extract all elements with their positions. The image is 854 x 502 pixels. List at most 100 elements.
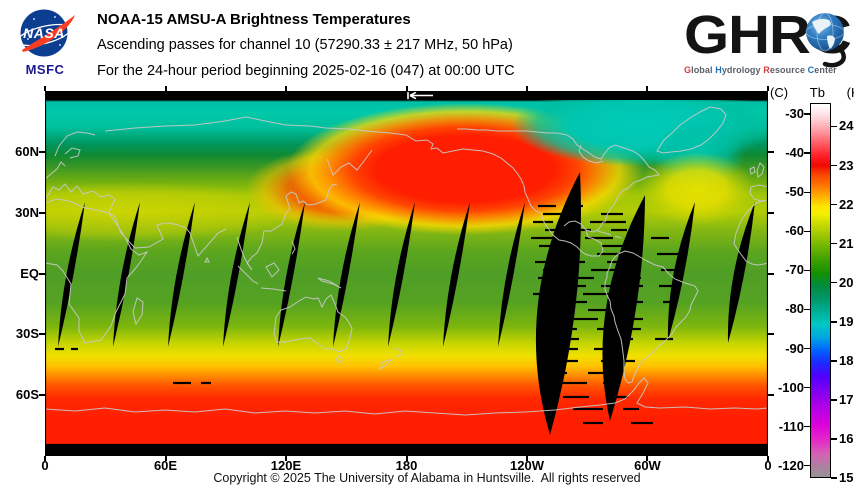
swath-gap bbox=[223, 202, 250, 347]
lon-tick-top bbox=[767, 86, 769, 91]
lat-tick-right bbox=[768, 211, 774, 214]
lon-tick-top bbox=[646, 86, 649, 91]
missing-scanline-dash bbox=[659, 284, 679, 288]
missing-scanline-dash bbox=[543, 300, 587, 304]
colorbar-label-kelvin: 190 bbox=[839, 313, 854, 329]
missing-scanline-dash bbox=[615, 276, 641, 280]
missing-scanline-dash bbox=[583, 292, 633, 296]
ghrc-letter-r: R bbox=[769, 5, 811, 66]
swath-gap-layer bbox=[58, 172, 755, 435]
missing-scanline-dash bbox=[631, 421, 653, 425]
lon-tick-top bbox=[526, 86, 529, 91]
colorbar-tick-kelvin bbox=[831, 321, 837, 323]
colorbar-label-celsius: -110 bbox=[778, 418, 804, 434]
lat-tick-right bbox=[768, 272, 774, 275]
missing-scanline-dash bbox=[601, 284, 643, 288]
colorbar-tick-kelvin bbox=[831, 399, 837, 401]
swath-gap bbox=[168, 202, 195, 347]
missing-scanline-dash bbox=[661, 268, 677, 272]
westward-direction-arrow bbox=[407, 91, 433, 100]
colorbar-tick-kelvin bbox=[831, 438, 837, 440]
lat-tick-left bbox=[39, 272, 45, 275]
swath-gap bbox=[535, 172, 582, 435]
missing-scanline-dash bbox=[549, 252, 577, 256]
missing-scanline-dash bbox=[601, 244, 641, 248]
lon-tick-label: 60W bbox=[634, 458, 661, 473]
swath-gap bbox=[602, 195, 645, 421]
missing-scanline-dash bbox=[655, 337, 673, 341]
ghrc-globe-north-america bbox=[812, 18, 831, 34]
missing-scanline-dash bbox=[603, 337, 633, 341]
lon-tick-top bbox=[44, 86, 46, 91]
missing-scanline-dash bbox=[588, 308, 620, 312]
colorbar-label-celsius: -30 bbox=[785, 106, 804, 122]
swath-gap bbox=[727, 202, 755, 343]
lat-tick-right bbox=[768, 150, 774, 153]
lon-tick-top bbox=[405, 86, 408, 91]
msfc-label: MSFC bbox=[25, 62, 65, 77]
ghrc-tagline-part: ydrology bbox=[721, 65, 764, 75]
colorbar-header: (C) Tb (K) bbox=[770, 85, 854, 100]
ghrc-tagline-part: R bbox=[763, 65, 770, 75]
missing-scanline-dash bbox=[548, 317, 598, 321]
missing-scanline-dash bbox=[617, 317, 643, 321]
lon-tick-bottom bbox=[164, 456, 167, 461]
colorbar-label-celsius: -40 bbox=[785, 145, 804, 161]
ghrc-tagline-part: enter bbox=[814, 65, 837, 75]
brightness-temperature-map bbox=[45, 91, 768, 456]
colorbar-tick-celsius bbox=[804, 464, 810, 467]
missing-scanline-dash bbox=[548, 359, 578, 363]
colorbar-label-celsius: -90 bbox=[785, 340, 804, 356]
missing-scanline-dash bbox=[611, 228, 627, 232]
missing-scanline-dash bbox=[597, 252, 623, 256]
colorbar-label-celsius: -70 bbox=[785, 262, 804, 278]
swath-gap bbox=[278, 202, 305, 347]
missing-scanline-dash bbox=[538, 347, 578, 351]
missing-scanline-dash bbox=[538, 276, 594, 280]
missing-scanline-dash bbox=[563, 395, 589, 399]
colorbar-tick-celsius bbox=[804, 269, 810, 272]
missing-scanline-layer bbox=[55, 204, 679, 425]
colorbar-tick-kelvin bbox=[831, 360, 837, 362]
missing-scanline-dash bbox=[607, 300, 643, 304]
missing-scanline-dash bbox=[591, 268, 637, 272]
ghrc-globe-icon bbox=[805, 12, 846, 68]
missing-scanline-dash bbox=[651, 236, 669, 240]
colorbar-label-kelvin: 180 bbox=[839, 352, 854, 368]
missing-scanline-dash bbox=[201, 381, 211, 385]
nasa-orbit-ellipse bbox=[17, 23, 71, 47]
missing-scanline-dash bbox=[603, 381, 619, 385]
missing-scanline-dash bbox=[541, 327, 577, 331]
lon-tick-bottom bbox=[646, 456, 649, 461]
missing-scanline-dash bbox=[543, 212, 569, 216]
ghrc-tagline-part: H bbox=[715, 65, 722, 75]
colorbar-label-kelvin: 240 bbox=[839, 118, 854, 134]
missing-scanline-dash bbox=[551, 337, 579, 341]
missing-scanline-dash bbox=[601, 359, 635, 363]
lat-tick-label: 60S bbox=[15, 387, 39, 403]
lat-tick-left bbox=[39, 394, 45, 397]
missing-scanline-dash bbox=[538, 308, 566, 312]
colorbar-quantity-label: Tb bbox=[809, 85, 825, 100]
missing-scanline-dash bbox=[71, 347, 78, 351]
colorbar-unit-celsius: (C) bbox=[770, 85, 789, 100]
colorbar-tick-kelvin bbox=[831, 164, 837, 167]
missing-scanline-dash bbox=[608, 395, 628, 399]
colorbar-tick-celsius bbox=[804, 113, 810, 115]
lat-tick-left bbox=[39, 211, 45, 214]
lat-tick-label: 30S bbox=[15, 326, 39, 342]
colorbar-tick-kelvin bbox=[831, 125, 837, 128]
colorbar-tick-celsius bbox=[804, 191, 810, 193]
copyright-text: Copyright © 2025 The University of Alaba… bbox=[213, 471, 641, 485]
colorbar-label-kelvin: 200 bbox=[839, 274, 854, 290]
lon-tick-label: 0 bbox=[41, 458, 49, 473]
lon-tick-label: 120E bbox=[270, 458, 302, 473]
lon-tick-label: 60E bbox=[153, 458, 178, 473]
lon-tick-top bbox=[164, 86, 167, 91]
ghrc-tagline: Global Hydrology Resource Center bbox=[684, 65, 848, 75]
colorbar-tick-kelvin bbox=[831, 281, 837, 284]
lon-tick-bottom bbox=[767, 456, 769, 461]
warm-band-europe bbox=[45, 182, 305, 242]
colorbar-tick-celsius bbox=[804, 386, 810, 389]
